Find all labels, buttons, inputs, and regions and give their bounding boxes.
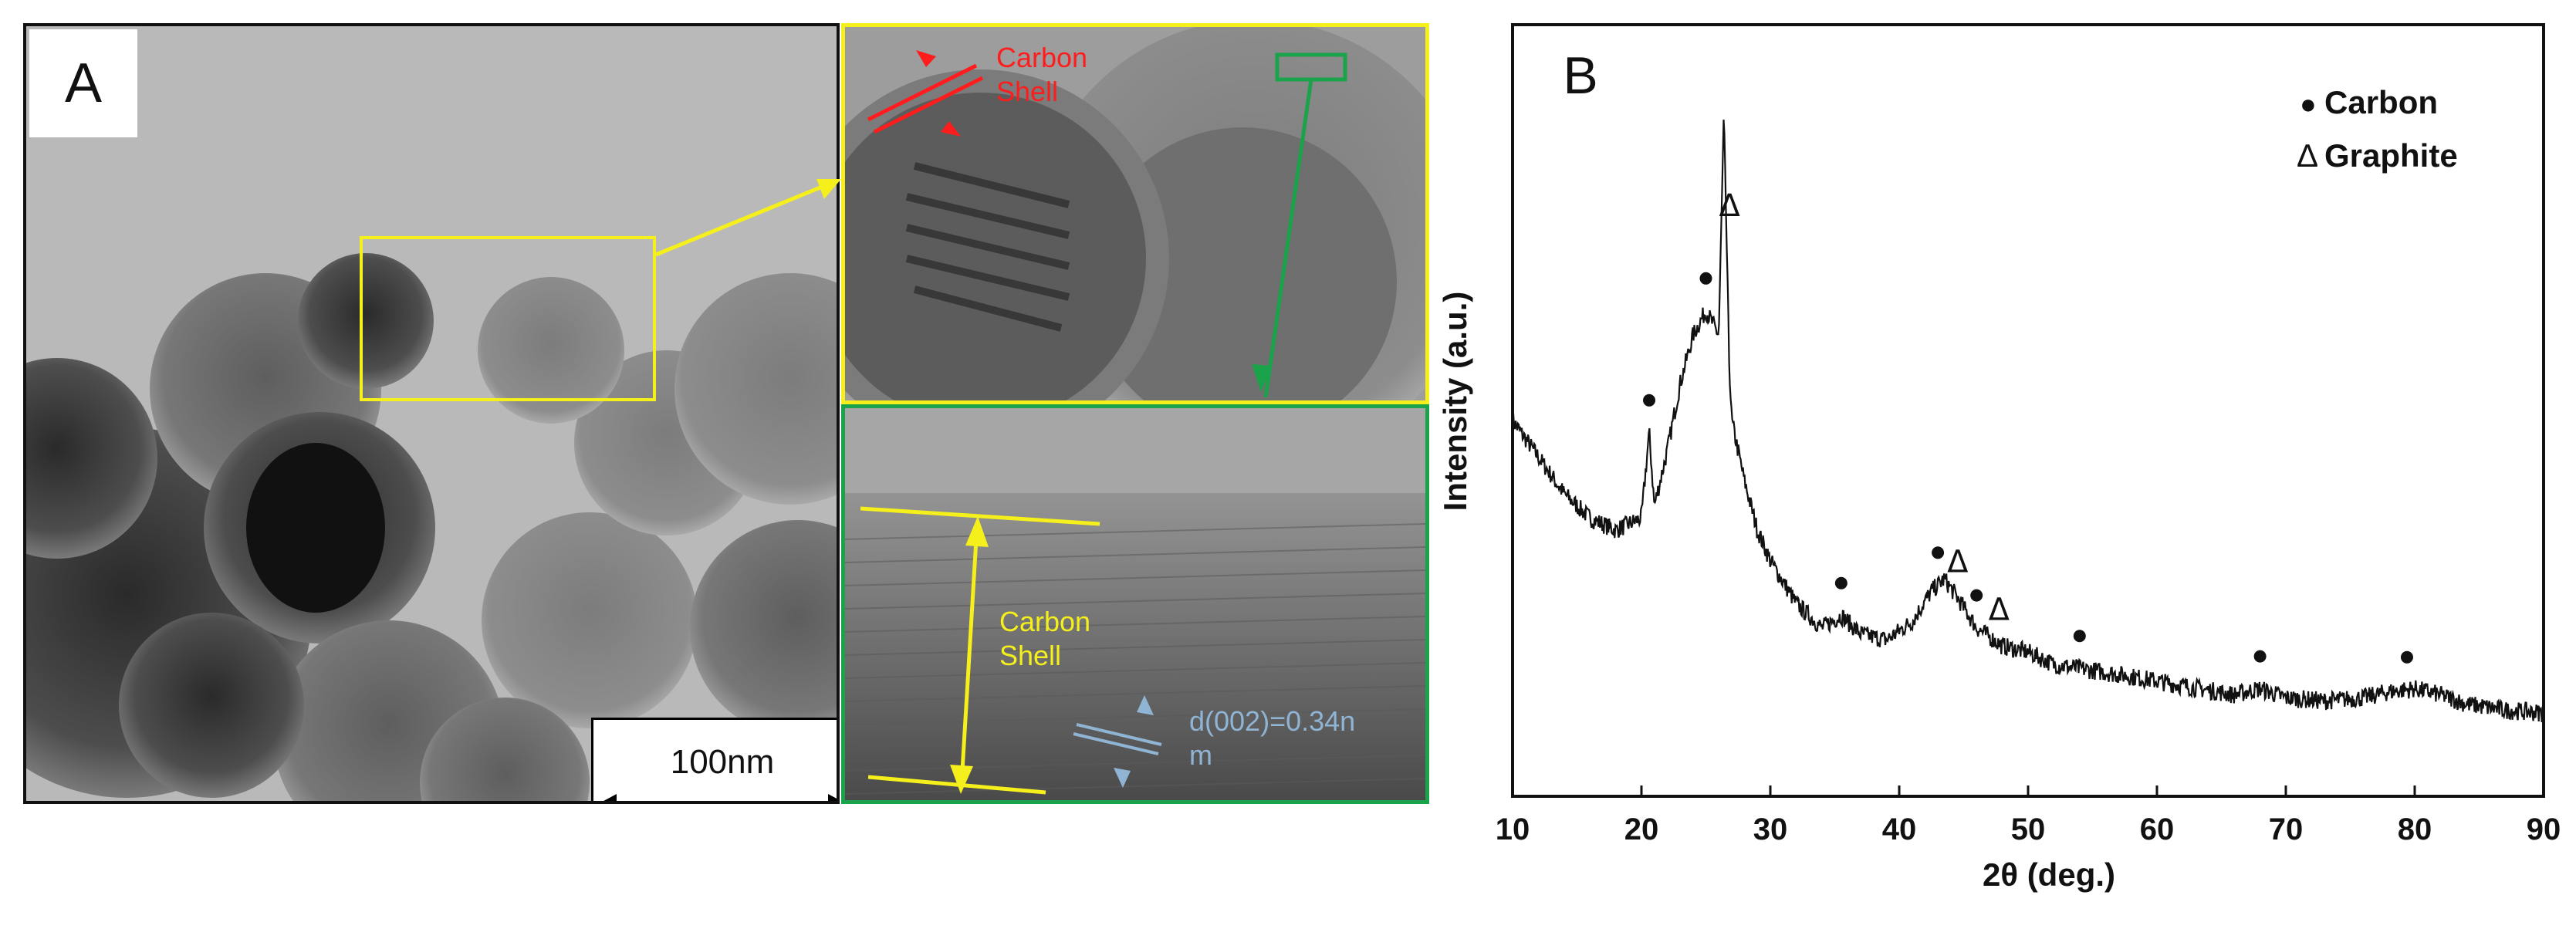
x-tick-label: 10 xyxy=(1496,812,1530,846)
x-tick-label: 20 xyxy=(1624,812,1659,846)
xrd-series xyxy=(1511,120,2544,722)
carbon-peak-marker xyxy=(1834,576,1847,589)
x-tick-label: 80 xyxy=(2398,812,2432,846)
carbon-peak-marker xyxy=(2073,630,2086,643)
scale-bar-arrow xyxy=(603,794,837,801)
graphite-peak-marker: Δ xyxy=(1947,544,1969,579)
panel-b-letter: B xyxy=(1534,29,1627,122)
carbon-peak-marker xyxy=(2400,650,2413,664)
carbon-peak-marker xyxy=(1699,272,1712,285)
tem-inset-top-image xyxy=(845,27,1425,400)
tem-panel: A 100nm xyxy=(23,23,840,804)
x-tick-label: 60 xyxy=(2140,812,2175,846)
chart-legend: ● Carbon Δ Graphite xyxy=(2297,84,2458,174)
graphite-peak-marker: Δ xyxy=(1719,188,1741,224)
x-tick-label: 50 xyxy=(2011,812,2046,846)
carbon-peak-marker xyxy=(1970,589,1983,602)
carbon-shell-label-top: Carbon Shell xyxy=(996,42,1088,107)
tem-micrograph xyxy=(26,26,837,801)
peak-markers: ΔΔΔ xyxy=(1643,188,2413,664)
tem-inset-bottom: Carbon Shell d(002)=0.34n m xyxy=(841,404,1429,804)
x-axis-label: 2θ (deg.) xyxy=(1983,856,2115,893)
x-axis-ticks: 10 20 30 40 50 60 70 80 90 xyxy=(1496,785,2561,846)
tem-particles xyxy=(26,253,837,801)
carbon-shell-label-bottom: Carbon Shell xyxy=(999,606,1091,671)
tem-inset-top: Carbon Shell xyxy=(841,23,1429,404)
d-spacing-label: d(002)=0.34n m xyxy=(1189,705,1356,771)
x-tick-label: 40 xyxy=(1882,812,1917,846)
y-axis-label: Intensity (a.u.) xyxy=(1437,292,1473,512)
legend-graphite-label: Graphite xyxy=(2324,137,2458,174)
scale-bar: 100nm xyxy=(591,718,837,801)
zoom-selection-box xyxy=(360,236,656,401)
scale-bar-label: 100nm xyxy=(670,743,775,781)
x-tick-label: 90 xyxy=(2527,812,2561,846)
xrd-series-line xyxy=(1511,120,2544,722)
tem-inset-bottom-image xyxy=(845,408,1425,800)
carbon-peak-marker xyxy=(1932,546,1945,559)
panel-a-letter: A xyxy=(29,29,137,137)
graphite-peak-marker: Δ xyxy=(1989,592,2010,627)
legend-carbon-symbol: ● xyxy=(2300,88,2317,120)
x-tick-label: 70 xyxy=(2269,812,2304,846)
carbon-peak-marker xyxy=(2253,650,2267,663)
legend-carbon-label: Carbon xyxy=(2324,84,2438,120)
x-tick-label: 30 xyxy=(1753,812,1788,846)
carbon-peak-marker xyxy=(1643,394,1656,407)
legend-graphite-symbol: Δ xyxy=(2297,137,2318,174)
xrd-chart: ΔΔΔ 10 20 30 40 50 60 70 80 90 2θ (deg.) Intensi… xyxy=(1437,23,2561,893)
